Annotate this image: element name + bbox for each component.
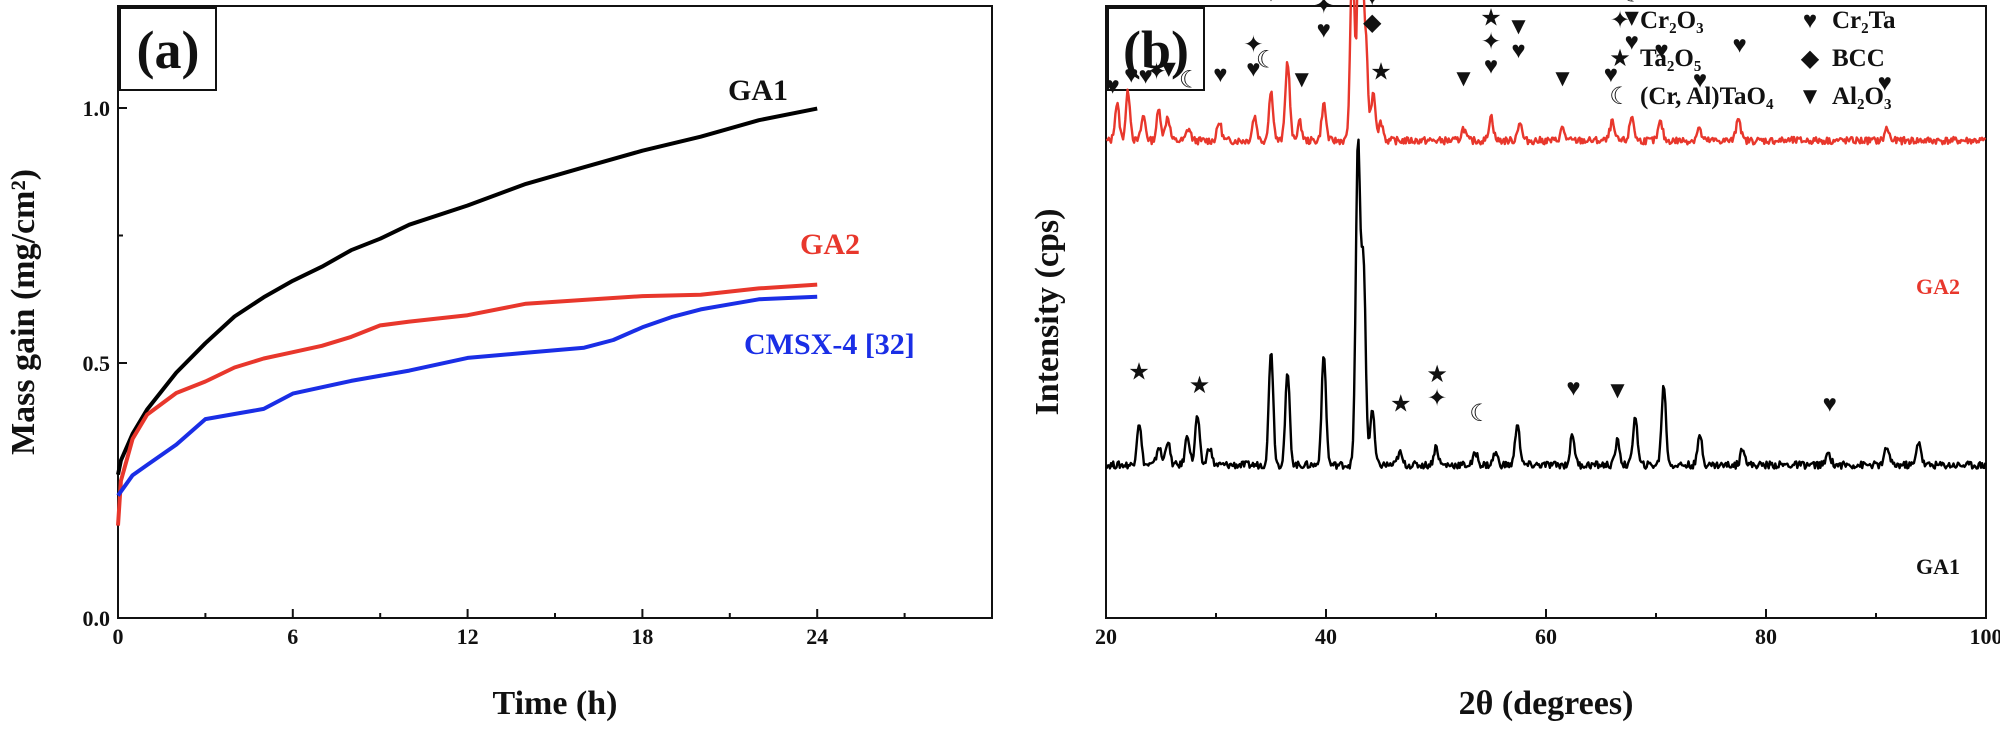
pattern-label-ga2: GA2: [1916, 274, 1960, 299]
series-label-cmsx4: CMSX-4 [32]: [744, 328, 915, 361]
phase-marker-ga2-33: ▼: [1620, 6, 1644, 32]
phase-marker-ga1-2: ★: [1390, 392, 1412, 418]
x-axis-label-a: Time (h): [493, 685, 618, 722]
legend-label-cralta: (Cr, Al)TaO₄: [1640, 83, 1774, 110]
x-tick-label-b: 20: [1095, 624, 1117, 649]
legend-label-cr2ta: Cr₂Ta: [1832, 7, 1896, 34]
legend-symbol-cr2o3: ✦: [1610, 8, 1630, 34]
phase-marker-ga2-16: ✦: [1314, 0, 1334, 19]
series-label-ga1: GA1: [728, 74, 788, 107]
phase-marker-ga2-23: ★: [1370, 60, 1392, 86]
series-line-ga1: [116, 106, 818, 476]
phase-marker-ga2-29: ▼: [1507, 14, 1531, 40]
phase-marker-ga2-14: ▼: [1290, 67, 1314, 93]
phase-marker-ga2-8: ✦: [1243, 33, 1263, 59]
x-axis-label-b: 2θ (degrees): [1459, 685, 1634, 722]
legend-symbol-cralta: ☾: [1609, 84, 1631, 110]
legend-symbol-bcc: ◆: [1801, 46, 1820, 72]
pattern-label-ga1: GA1: [1916, 554, 1960, 579]
phase-marker-ga2-37: ♥: [1732, 33, 1746, 59]
y-axis-label-a: Mass gain (mg/cm²): [5, 169, 42, 455]
phase-marker-ga2-1: ♥: [1124, 63, 1138, 89]
phase-marker-ga1-6: ♥: [1566, 376, 1580, 402]
phase-marker-ga2-5: ☾: [1179, 67, 1201, 93]
mass-gain-chart: (a) 0 6 12 18 24 0.0 0.5 1.0 GA1 GA2 CMSX-4 [32…: [5, 5, 993, 722]
phase-markers-b: ♥♥♥✦▼☾♥♥✦☾▼♥✦★▼♥✦☾♥♥▼◆✦★▼♥✦★♥▼▼♥♥▼☾♥♥♥♥★…: [1105, 0, 1891, 427]
legend-label-ta2o5: Ta₂O₅: [1640, 45, 1701, 72]
phase-marker-ga2-15: ♥: [1317, 17, 1331, 43]
phase-marker-ga2-10: ▼: [1259, 0, 1283, 7]
phase-marker-ga2-38: ♥: [1878, 71, 1892, 97]
phase-marker-ga2-28: ♥: [1511, 38, 1525, 64]
legend-symbol-al2o3: ▼: [1798, 84, 1822, 110]
phase-marker-ga2-31: ♥: [1604, 62, 1618, 88]
phase-marker-ga2-30: ▼: [1551, 66, 1575, 92]
phase-marker-ga2-0: ♥: [1105, 73, 1119, 99]
series-lines-a: [116, 106, 818, 526]
phase-marker-ga1-1: ★: [1189, 373, 1211, 399]
y-tick-label-a: 0.5: [83, 351, 111, 376]
phase-legend: ✦ Cr₂O₃ ♥ Cr₂Ta ★ Ta₂O₅ ◆ BCC ☾ (Cr, Al)…: [1609, 7, 1896, 110]
panel-label-b: (b): [1123, 20, 1189, 80]
phase-marker-ga2-2: ♥: [1138, 63, 1152, 89]
panel-label-box-b: [1107, 7, 1205, 91]
phase-marker-ga2-34: ☾: [1621, 0, 1643, 8]
phase-marker-ga1-5: ☾: [1469, 401, 1491, 427]
x-tick-label-b: 100: [1970, 624, 2000, 649]
pattern-lines-b: [1105, 0, 1987, 470]
series-label-ga2: GA2: [800, 228, 860, 261]
phase-marker-ga2-4: ▼: [1157, 57, 1181, 83]
y-axis-label-b: Intensity (cps): [1029, 209, 1066, 416]
phase-marker-ga2-6: ♥: [1213, 62, 1227, 88]
x-tick-label-b: 80: [1755, 624, 1777, 649]
phase-marker-ga1-3: ✦: [1427, 386, 1447, 412]
phase-marker-ga2-21: ◆: [1363, 10, 1382, 36]
phase-marker-ga1-0: ★: [1128, 360, 1150, 386]
phase-marker-ga2-7: ♥: [1246, 57, 1260, 83]
phase-marker-ga2-36: ♥: [1693, 67, 1707, 93]
phase-marker-ga2-25: ♥: [1484, 54, 1498, 80]
legend-symbol-cr2ta: ♥: [1803, 8, 1817, 34]
y-tick-label-a: 0.0: [83, 606, 111, 631]
x-tick-label-a: 12: [457, 624, 479, 649]
phase-marker-ga2-27: ★: [1480, 6, 1502, 32]
y-tick-label-a: 1.0: [83, 96, 111, 121]
axis-ticks-a: 0 6 12 18 24 0.0 0.5 1.0: [83, 96, 906, 649]
phase-marker-ga2-35: ♥: [1654, 38, 1668, 64]
legend-label-bcc: BCC: [1832, 45, 1885, 72]
axis-ticks-b: 20 40 60 80 100: [1095, 609, 2000, 649]
x-tick-label-b: 60: [1535, 624, 1557, 649]
x-tick-label-a: 0: [113, 624, 124, 649]
phase-marker-ga2-26: ✦: [1481, 30, 1501, 56]
x-tick-label-a: 18: [631, 624, 653, 649]
series-line-ga2: [116, 282, 818, 526]
plot-frame-a: [117, 5, 993, 619]
phase-marker-ga1-8: ♥: [1823, 392, 1837, 418]
x-tick-label-a: 24: [806, 624, 828, 649]
panel-label-box-a: [119, 7, 217, 91]
phase-marker-ga2-9: ☾: [1256, 48, 1278, 74]
phase-marker-ga1-7: ▼: [1606, 378, 1630, 404]
x-tick-label-a: 6: [287, 624, 298, 649]
xrd-pattern-ga1: [1105, 138, 1987, 470]
legend-symbol-ta2o5: ★: [1609, 46, 1631, 72]
legend-label-cr2o3: Cr₂O₃: [1640, 7, 1704, 34]
phase-marker-ga2-22: ✦: [1362, 0, 1382, 12]
x-tick-label-b: 40: [1315, 624, 1337, 649]
phase-marker-ga1-4: ★: [1426, 362, 1448, 388]
phase-marker-ga2-32: ♥: [1625, 30, 1639, 56]
phase-marker-ga2-24: ▼: [1452, 66, 1476, 92]
panel-label-a: (a): [137, 20, 200, 80]
xrd-pattern-ga2: [1105, 0, 1987, 146]
series-line-cmsx-4-32-: [116, 294, 818, 497]
phase-marker-ga2-3: ✦: [1147, 60, 1167, 86]
legend-label-al2o3: Al₂O₃: [1832, 83, 1891, 110]
